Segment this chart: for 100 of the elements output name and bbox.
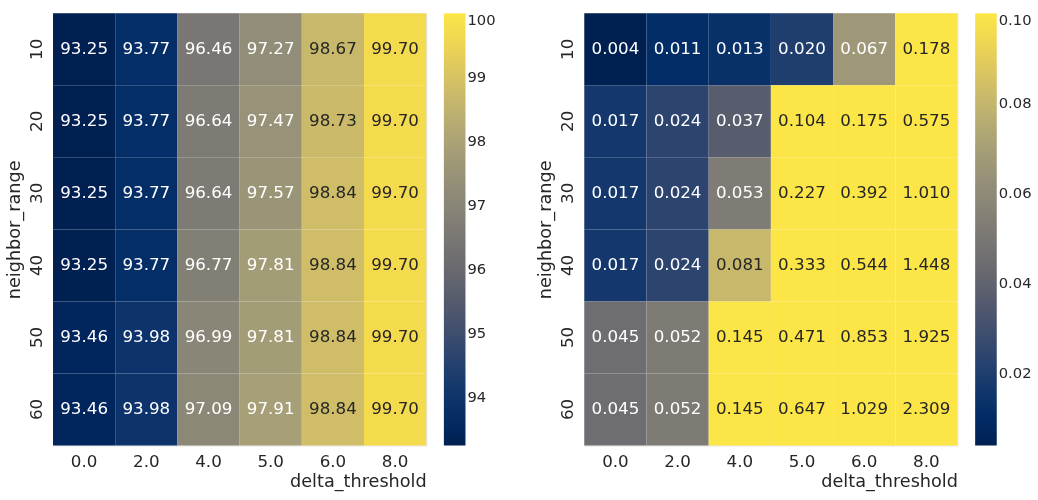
data-label: 93.25: [60, 39, 109, 59]
y-axis-title: neighbor_range: [4, 160, 26, 300]
data-label: 97.09: [184, 399, 233, 419]
y-tick-label: 40: [558, 254, 578, 277]
x-tick-label: 5.0: [257, 451, 284, 471]
x-tick-label: 5.0: [788, 451, 816, 471]
y-tick-label: 30: [558, 182, 578, 204]
color-bar-label: 0.04: [998, 274, 1032, 292]
data-label: 0.053: [715, 183, 764, 203]
data-label: 98.84: [309, 183, 357, 203]
data-label: 0.392: [840, 183, 889, 203]
color-bar-label: 94: [467, 388, 487, 406]
x-axis-title: delta_threshold: [821, 471, 958, 493]
data-label: 0.544: [840, 255, 889, 275]
data-label: 2.309: [902, 399, 951, 419]
data-label: 0.081: [715, 255, 764, 275]
color-bar-label: 0.10: [998, 11, 1032, 29]
data-label: 93.25: [60, 183, 109, 203]
data-label: 98.67: [309, 39, 357, 59]
y-tick-label: 40: [26, 254, 46, 277]
data-label: 93.25: [60, 255, 109, 275]
y-tick-label: 10: [26, 38, 46, 60]
data-label: 93.77: [122, 39, 171, 59]
x-tick-label: 6.0: [850, 451, 878, 471]
data-label: 0.037: [715, 111, 764, 131]
data-label: 93.77: [122, 111, 171, 131]
data-label: 93.98: [122, 327, 171, 347]
x-tick-label: 4.0: [195, 451, 222, 471]
data-label: 0.575: [902, 111, 951, 131]
data-label: 93.46: [60, 399, 109, 419]
y-tick-label: 50: [26, 326, 46, 349]
data-label: 93.25: [60, 111, 109, 131]
data-label: 0.227: [778, 183, 826, 203]
data-label: 0.052: [653, 327, 702, 347]
data-label: 98.73: [309, 111, 357, 131]
data-label: 0.045: [591, 327, 640, 347]
y-tick-label: 60: [26, 398, 46, 421]
data-label: 0.013: [715, 39, 764, 59]
data-label: 1.010: [902, 183, 951, 203]
data-label: 99.70: [371, 399, 419, 419]
y-tick-label: 30: [26, 182, 46, 204]
data-label: 93.46: [60, 327, 109, 347]
data-label: 99.70: [371, 39, 419, 59]
data-label: 97.57: [246, 183, 295, 203]
data-label: 0.178: [902, 39, 951, 59]
y-tick-label: 60: [558, 398, 578, 421]
data-label: 93.77: [122, 255, 171, 275]
data-label: 93.98: [122, 399, 171, 419]
color-bar-label: 98: [467, 132, 487, 150]
data-label: 97.81: [246, 255, 295, 275]
data-label: 0.024: [653, 111, 702, 131]
data-label: 98.84: [309, 327, 357, 347]
data-label: 0.045: [591, 399, 640, 419]
data-label: 0.175: [840, 111, 889, 131]
y-axis-title: neighbor_range: [535, 160, 557, 300]
data-label: 97.81: [246, 327, 295, 347]
data-label: 0.333: [778, 255, 826, 275]
x-tick-label: 8.0: [381, 451, 409, 471]
x-axis-title: delta_threshold: [289, 471, 427, 493]
x-tick-label: 4.0: [726, 451, 754, 471]
data-label: 0.011: [653, 39, 702, 59]
x-tick-label: 0.0: [602, 451, 629, 471]
x-tick-label: 8.0: [913, 451, 940, 471]
data-label: 98.84: [309, 399, 357, 419]
data-label: 99.70: [371, 327, 419, 347]
color-bar-label: 0.06: [998, 184, 1032, 202]
x-tick-label: 6.0: [319, 451, 347, 471]
y-tick-label: 10: [558, 38, 578, 60]
y-tick-label: 20: [558, 110, 578, 132]
data-label: 0.020: [778, 39, 826, 59]
data-label: 0.104: [778, 111, 826, 131]
data-label: 1.029: [840, 399, 889, 419]
color-bar-label: 0.02: [998, 364, 1032, 382]
data-label: 1.925: [902, 327, 951, 347]
color-bar-label: 96: [467, 260, 487, 278]
x-tick-label: 0.0: [70, 451, 98, 471]
data-label: 96.77: [184, 255, 233, 275]
y-tick-label: 50: [558, 326, 578, 349]
data-label: 97.91: [246, 399, 295, 419]
x-tick-label: 2.0: [133, 451, 160, 471]
color-bar-label: 99: [467, 68, 487, 86]
x-tick-label: 2.0: [664, 451, 691, 471]
data-label: 1.448: [902, 255, 951, 275]
data-label: 0.067: [840, 39, 889, 59]
data-label: 97.47: [246, 111, 295, 131]
data-label: 97.27: [246, 39, 295, 59]
data-label: 0.004: [591, 39, 640, 59]
data-label: 98.84: [309, 255, 357, 275]
data-label: 96.64: [184, 183, 233, 203]
color-bar-label: 95: [467, 324, 487, 342]
data-label: 99.70: [371, 111, 419, 131]
data-label: 96.46: [184, 39, 233, 59]
data-label: 0.017: [591, 111, 640, 131]
data-label: 96.99: [184, 327, 233, 347]
data-label: 0.145: [715, 399, 764, 419]
color-bar-label: 100: [467, 11, 496, 29]
data-label: 0.017: [591, 255, 640, 275]
data-label: 93.77: [122, 183, 171, 203]
data-label: 0.024: [653, 183, 702, 203]
data-label: 0.017: [591, 183, 640, 203]
